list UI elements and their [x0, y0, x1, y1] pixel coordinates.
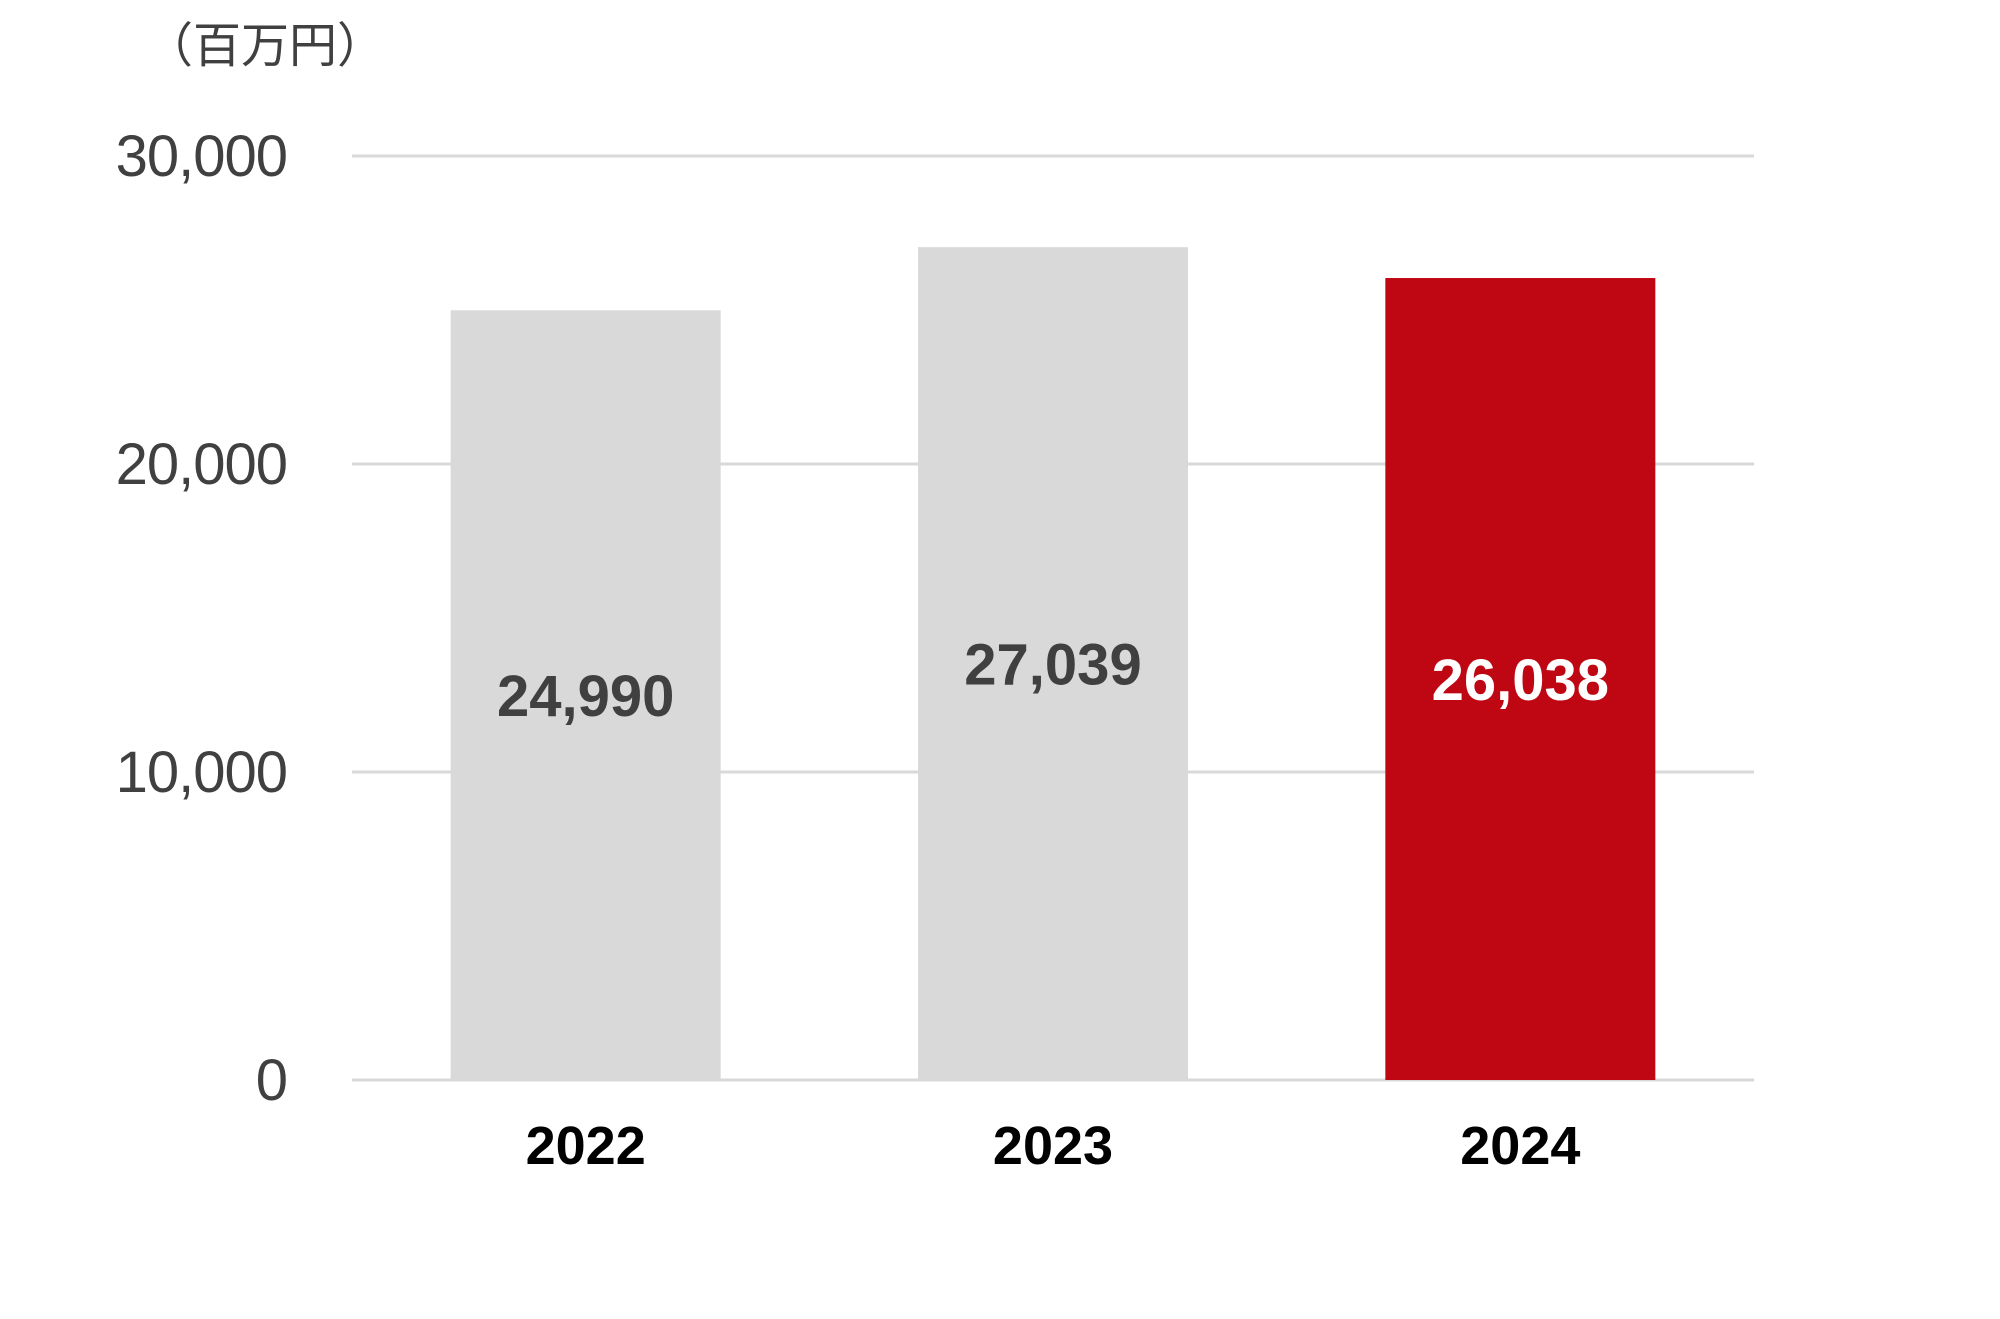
bars [450, 247, 1656, 1081]
bar-2024 [1385, 278, 1656, 1080]
x-tick-label: 2023 [993, 1116, 1113, 1176]
y-tick-label: 20,000 [116, 432, 287, 497]
x-tick-label: 2024 [1460, 1116, 1580, 1176]
labels: （百万円） 0 10,000 20,000 30,000 24,990 2022 27,03… [116, 20, 1609, 1176]
x-tick-label: 2022 [526, 1116, 646, 1176]
y-tick-label: 0 [256, 1048, 287, 1113]
y-tick-label: 10,000 [116, 740, 287, 805]
bar-2022 [450, 310, 721, 1081]
unit-label: （百万円） [145, 20, 385, 73]
data-label: 24,990 [497, 664, 674, 729]
data-label: 27,039 [964, 633, 1141, 698]
y-tick-label: 30,000 [116, 124, 287, 189]
data-label: 26,038 [1432, 648, 1609, 713]
bar-2023 [918, 247, 1188, 1081]
